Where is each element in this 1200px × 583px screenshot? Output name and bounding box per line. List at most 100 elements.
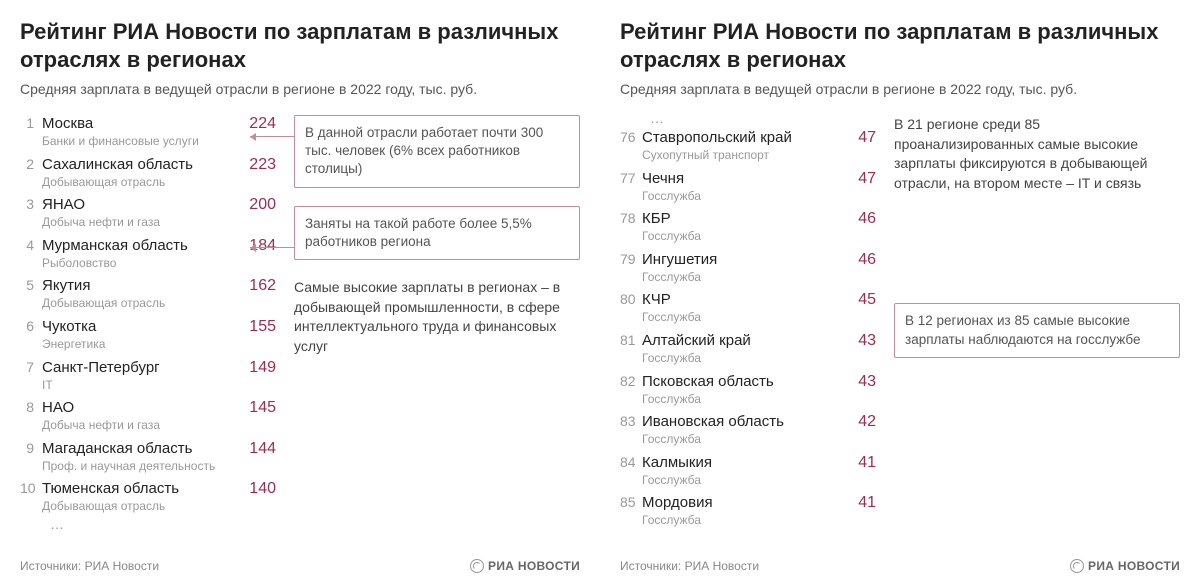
salary-value: 43 [832, 373, 876, 391]
salary-value: 42 [832, 413, 876, 431]
industry-name: Госслужба [642, 270, 832, 286]
rank: 77 [620, 170, 642, 186]
note-right: В 21 регионе среди 85 проанализированных… [894, 115, 1180, 193]
rank: 79 [620, 251, 642, 267]
content-left: 1МоскваБанки и финансовые услуги2242Саха… [20, 111, 580, 531]
source-right: Источники: РИА Новости [620, 559, 759, 573]
rank: 83 [620, 413, 642, 429]
region-name: Чечня [642, 170, 832, 188]
labels: МордовияГосслужба [642, 494, 832, 529]
table-row: 83Ивановская областьГосслужба42 [620, 409, 876, 450]
table-row: 85МордовияГосслужба41 [620, 490, 876, 531]
region-name: Якутия [42, 277, 232, 295]
title-right: Рейтинг РИА Новости по зарплатам в разли… [620, 18, 1180, 73]
ellipsis: … [20, 517, 276, 531]
region-name: Псковская область [642, 373, 832, 391]
region-name: Калмыкия [642, 454, 832, 472]
region-name: ЯНАО [42, 196, 232, 214]
industry-name: Добыча нефти и газа [42, 418, 232, 434]
industry-name: Энергетика [42, 337, 232, 353]
region-name: Ингушетия [642, 251, 832, 269]
labels: Магаданская областьПроф. и научная деяте… [42, 440, 232, 475]
table-row: 2Сахалинская областьДобывающая отрасль22… [20, 152, 276, 193]
salary-value: 47 [832, 170, 876, 188]
salary-value: 45 [832, 291, 876, 309]
salary-value: 162 [232, 277, 276, 295]
region-name: Магаданская область [42, 440, 232, 458]
rank: 6 [20, 318, 42, 334]
table-row: 82Псковская областьГосслужба43 [620, 369, 876, 410]
rank: 1 [20, 115, 42, 131]
labels: ЧечняГосслужба [642, 170, 832, 205]
salary-value: 145 [232, 399, 276, 417]
industry-name: IT [42, 378, 232, 394]
region-name: Москва [42, 115, 232, 133]
region-name: Алтайский край [642, 332, 832, 350]
labels: Ставропольский крайСухопутный транспорт [642, 129, 832, 164]
labels: КБРГосслужба [642, 210, 832, 245]
table-row: 5ЯкутияДобывающая отрасль162 [20, 273, 276, 314]
labels: Алтайский крайГосслужба [642, 332, 832, 367]
salary-value: 140 [232, 480, 276, 498]
salary-value: 43 [832, 332, 876, 350]
left-panel: Рейтинг РИА Новости по зарплатам в разли… [0, 0, 600, 583]
rank: 85 [620, 494, 642, 510]
industry-name: Госслужба [642, 473, 832, 489]
subtitle-left: Средняя зарплата в ведущей отрасли в рег… [20, 81, 580, 97]
rank: 80 [620, 291, 642, 307]
industry-name: Госслужба [642, 351, 832, 367]
labels: КалмыкияГосслужба [642, 454, 832, 489]
rank: 78 [620, 210, 642, 226]
salary-value: 47 [832, 129, 876, 147]
rank: 4 [20, 237, 42, 253]
logo-icon [470, 559, 484, 573]
ellipsis: … [620, 111, 876, 125]
labels: ЯНАОДобыча нефти и газа [42, 196, 232, 231]
logo-text: РИА НОВОСТИ [1088, 559, 1180, 573]
footer-right: Источники: РИА Новости РИА НОВОСТИ [620, 559, 1180, 573]
region-name: КЧР [642, 291, 832, 309]
subtitle-right: Средняя зарплата в ведущей отрасли в рег… [620, 81, 1180, 97]
rank: 76 [620, 129, 642, 145]
rank: 8 [20, 399, 42, 415]
labels: КЧРГосслужба [642, 291, 832, 326]
labels: Тюменская областьДобывающая отрасль [42, 480, 232, 515]
industry-name: Банки и финансовые услуги [42, 134, 232, 150]
region-name: Мурманская область [42, 237, 232, 255]
rank: 10 [20, 480, 42, 496]
table-row: 8НАОДобыча нефти и газа145 [20, 395, 276, 436]
industry-name: Госслужба [642, 513, 832, 529]
salary-value: 41 [832, 494, 876, 512]
content-right: …76Ставропольский крайСухопутный транспо… [620, 111, 1180, 531]
region-name: КБР [642, 210, 832, 228]
table-row: 77ЧечняГосслужба47 [620, 166, 876, 207]
table-row: 10Тюменская областьДобывающая отрасль140 [20, 476, 276, 517]
ria-logo: РИА НОВОСТИ [470, 559, 580, 573]
footer-left: Источники: РИА Новости РИА НОВОСТИ [20, 559, 580, 573]
table-row: 76Ставропольский крайСухопутный транспор… [620, 125, 876, 166]
table-row: 80КЧРГосслужба45 [620, 287, 876, 328]
salary-value: 41 [832, 454, 876, 472]
table-row: 7Санкт-ПетербургIT149 [20, 355, 276, 396]
labels: ЯкутияДобывающая отрасль [42, 277, 232, 312]
logo-icon [1070, 559, 1084, 573]
industry-name: Рыболовство [42, 256, 232, 272]
region-name: Ивановская область [642, 413, 832, 431]
table-row: 84КалмыкияГосслужба41 [620, 450, 876, 491]
arrow-icon [250, 136, 295, 137]
ranking-list-right: …76Ставропольский крайСухопутный транспо… [620, 111, 876, 531]
region-name: Чукотка [42, 318, 232, 336]
labels: ЧукоткаЭнергетика [42, 318, 232, 353]
industry-name: Госслужба [642, 229, 832, 245]
callout-right-text: В 12 регионах из 85 самые высокие зарпла… [905, 313, 1141, 346]
rank: 9 [20, 440, 42, 456]
callout-2: Заняты на такой работе более 5,5% работн… [294, 206, 580, 260]
salary-value: 46 [832, 210, 876, 228]
labels: Мурманская областьРыболовство [42, 237, 232, 272]
labels: Санкт-ПетербургIT [42, 359, 232, 394]
labels: МоскваБанки и финансовые услуги [42, 115, 232, 150]
rank: 82 [620, 373, 642, 389]
rank: 2 [20, 156, 42, 172]
region-name: Сахалинская область [42, 156, 232, 174]
labels: Псковская областьГосслужба [642, 373, 832, 408]
